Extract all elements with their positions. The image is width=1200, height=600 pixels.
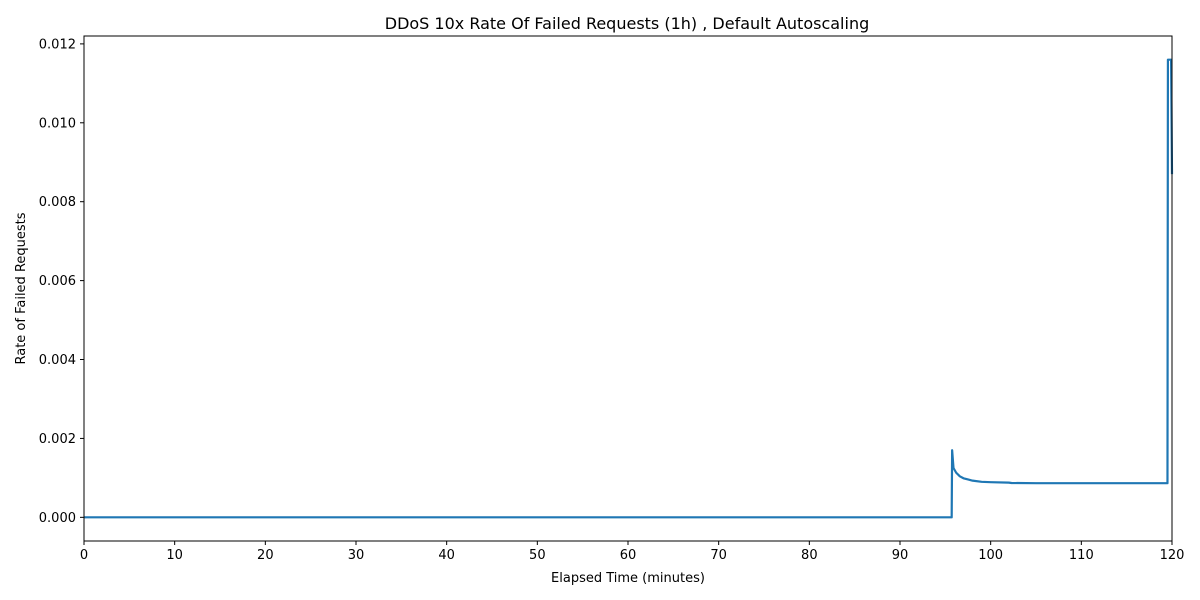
x-tick-label: 0 [80,548,88,563]
x-tick-label: 120 [1160,548,1185,563]
plot-frame [83,35,1173,542]
y-tick-label: 0.000 [39,511,76,526]
y-tick-label: 0.008 [39,195,76,210]
x-axis-label: Elapsed Time (minutes) [551,571,705,586]
x-tick-label: 100 [978,548,1003,563]
series-line [84,58,1174,519]
x-tick-label: 50 [529,548,546,563]
x-tick-label: 30 [348,548,365,563]
y-axis: 0.000 0.002 0.004 0.006 0.008 0.010 0.012 [39,37,84,526]
y-tick-label: 0.012 [39,37,76,52]
y-axis-label: Rate of Failed Requests [14,212,29,364]
x-tick-label: 20 [257,548,274,563]
y-tick-label: 0.002 [39,432,76,447]
x-tick-label: 80 [801,548,818,563]
plot-area [84,58,1174,519]
x-tick-label: 60 [620,548,637,563]
x-tick-label: 10 [166,548,183,563]
y-tick-label: 0.010 [39,116,76,131]
x-tick-label: 90 [892,548,909,563]
x-tick-label: 110 [1069,548,1094,563]
x-tick-label: 40 [438,548,455,563]
chart-title: DDoS 10x Rate Of Failed Requests (1h) , … [385,14,869,33]
y-tick-label: 0.004 [39,353,76,368]
x-axis: 0 10 20 30 40 50 60 70 80 90 100 110 120 [80,541,1185,563]
x-tick-label: 70 [710,548,727,563]
y-tick-label: 0.006 [39,274,76,289]
